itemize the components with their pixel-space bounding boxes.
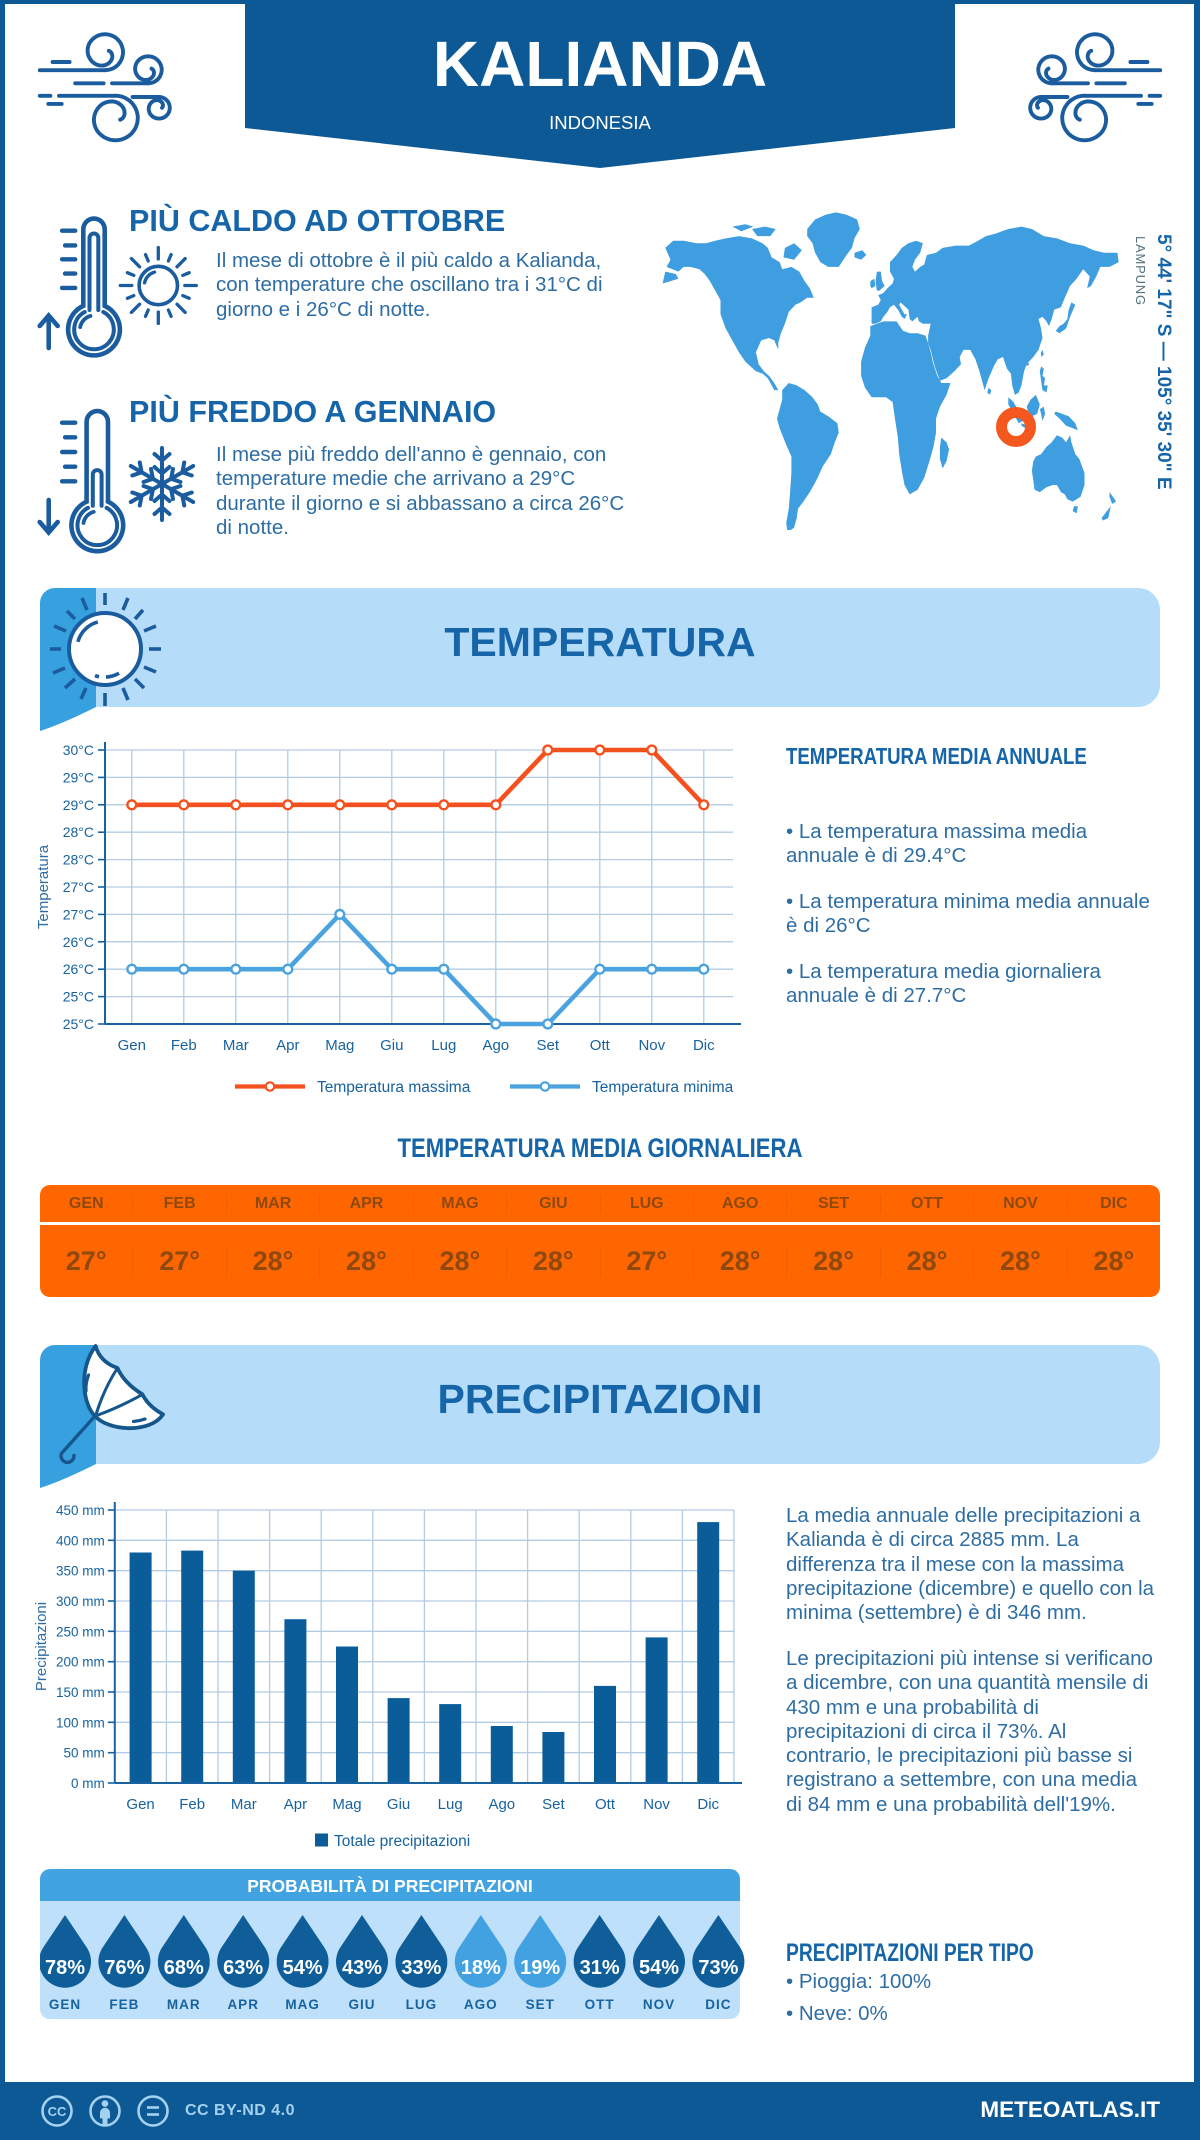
svg-text:29°C: 29°C <box>63 769 94 785</box>
svg-text:Giu: Giu <box>387 1796 410 1813</box>
svg-text:43%: 43% <box>342 1957 382 1979</box>
svg-text:30°C: 30°C <box>63 742 94 758</box>
svg-text:GEN: GEN <box>49 1997 81 2012</box>
svg-text:250 mm: 250 mm <box>56 1624 105 1639</box>
svg-text:Precipitazioni: Precipitazioni <box>33 1602 50 1691</box>
svg-text:29°C: 29°C <box>63 797 94 813</box>
svg-text:Ott: Ott <box>590 1037 611 1054</box>
svg-text:MAR: MAR <box>167 1997 201 2012</box>
svg-text:54%: 54% <box>283 1957 323 1979</box>
svg-text:LUG: LUG <box>406 1997 438 2012</box>
svg-text:PROBABILITÀ DI PRECIPITAZIONI: PROBABILITÀ DI PRECIPITAZIONI <box>247 1875 533 1896</box>
svg-text:25°C: 25°C <box>63 989 94 1005</box>
svg-text:18%: 18% <box>461 1957 501 1979</box>
svg-text:Lug: Lug <box>438 1796 463 1813</box>
svg-text:Feb: Feb <box>179 1796 205 1813</box>
svg-text:27°C: 27°C <box>63 879 94 895</box>
svg-text:76%: 76% <box>104 1957 144 1979</box>
svg-text:Mar: Mar <box>223 1037 249 1054</box>
svg-text:63%: 63% <box>223 1957 263 1979</box>
svg-text:CC: CC <box>48 2104 67 2119</box>
svg-text:Mag: Mag <box>332 1796 361 1813</box>
svg-text:54%: 54% <box>639 1957 679 1979</box>
svg-text:300 mm: 300 mm <box>56 1594 105 1609</box>
svg-text:Lug: Lug <box>431 1037 456 1054</box>
svg-text:OTT: OTT <box>585 1997 615 2012</box>
svg-text:28°C: 28°C <box>63 824 94 840</box>
svg-text:Dic: Dic <box>697 1796 719 1813</box>
svg-text:68%: 68% <box>164 1957 204 1979</box>
svg-text:Ago: Ago <box>482 1037 509 1054</box>
svg-text:200 mm: 200 mm <box>56 1655 105 1670</box>
svg-text:DIC: DIC <box>705 1997 731 2012</box>
svg-text:26°C: 26°C <box>63 961 94 977</box>
svg-text:Gen: Gen <box>126 1796 154 1813</box>
svg-text:Nov: Nov <box>638 1037 665 1054</box>
svg-text:450 mm: 450 mm <box>56 1503 105 1518</box>
svg-text:Dic: Dic <box>693 1037 715 1054</box>
svg-text:350 mm: 350 mm <box>56 1564 105 1579</box>
svg-text:27°C: 27°C <box>63 906 94 922</box>
svg-text:400 mm: 400 mm <box>56 1533 105 1548</box>
svg-text:Set: Set <box>542 1796 565 1813</box>
svg-text:150 mm: 150 mm <box>56 1685 105 1700</box>
svg-text:Apr: Apr <box>284 1796 307 1813</box>
svg-text:FEB: FEB <box>109 1997 139 2012</box>
svg-text:Set: Set <box>537 1037 560 1054</box>
svg-text:19%: 19% <box>520 1957 560 1979</box>
svg-text:MAG: MAG <box>285 1997 320 2012</box>
svg-text:26°C: 26°C <box>63 934 94 950</box>
svg-text:100 mm: 100 mm <box>56 1715 105 1730</box>
svg-text:Gen: Gen <box>118 1037 146 1054</box>
svg-text:Temperatura: Temperatura <box>35 844 52 929</box>
svg-text:AGO: AGO <box>464 1997 498 2012</box>
svg-text:GIU: GIU <box>348 1997 375 2012</box>
svg-text:Nov: Nov <box>643 1796 670 1813</box>
svg-text:Giu: Giu <box>380 1037 403 1054</box>
svg-text:25°C: 25°C <box>63 1016 94 1032</box>
svg-text:50 mm: 50 mm <box>64 1746 105 1761</box>
svg-text:0 mm: 0 mm <box>71 1776 105 1791</box>
svg-text:78%: 78% <box>45 1957 85 1979</box>
svg-text:28°C: 28°C <box>63 852 94 868</box>
svg-text:Ott: Ott <box>595 1796 616 1813</box>
svg-text:Temperatura massima: Temperatura massima <box>317 1079 471 1096</box>
svg-text:APR: APR <box>227 1997 259 2012</box>
svg-text:Totale precipitazioni: Totale precipitazioni <box>334 1833 470 1850</box>
svg-text:73%: 73% <box>698 1957 738 1979</box>
svg-text:Ago: Ago <box>488 1796 515 1813</box>
svg-text:Temperatura minima: Temperatura minima <box>592 1079 734 1096</box>
svg-text:NOV: NOV <box>643 1997 675 2012</box>
svg-text:Mar: Mar <box>231 1796 257 1813</box>
svg-text:Apr: Apr <box>276 1037 299 1054</box>
svg-text:Mag: Mag <box>325 1037 354 1054</box>
svg-text:31%: 31% <box>580 1957 620 1979</box>
svg-text:Feb: Feb <box>171 1037 197 1054</box>
svg-text:33%: 33% <box>401 1957 441 1979</box>
svg-text:SET: SET <box>526 1997 555 2012</box>
